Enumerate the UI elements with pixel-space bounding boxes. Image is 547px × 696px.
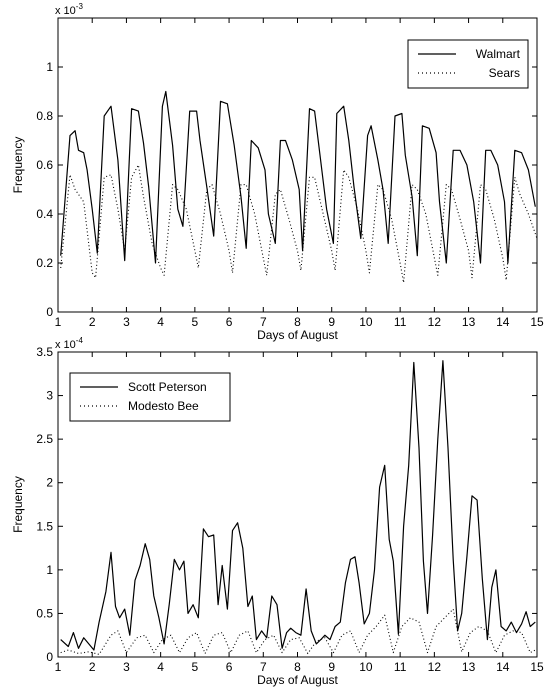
x-tick-label: 3 [123,660,130,674]
x-tick-label: 2 [89,315,96,329]
x-tick-label: 11 [394,315,407,329]
x-tick-label: 8 [294,315,301,329]
x-tick-label: 15 [530,660,544,674]
x-tick-label: 1 [55,660,62,674]
y-tick-label: 0 [46,305,53,319]
y-tick-label: 0.2 [36,256,53,270]
x-axis-label: Days of August [257,328,338,342]
x-tick-label: 11 [394,660,407,674]
legend-label-sears: Sears [489,66,520,80]
x-tick-label: 8 [294,660,301,674]
x-tick-label: 7 [260,315,267,329]
legend-box [407,39,529,89]
series-line-sears [60,164,537,284]
x-tick-label: 1 [55,315,62,329]
x-tick-label: 4 [157,660,164,674]
series-line-scott-peterson [60,360,536,651]
legend-label-modesto-bee: Modesto Bee [128,399,199,413]
y-multiplier-text: x 10 [55,5,76,17]
y-tick-label: 0.4 [36,207,53,221]
x-tick-label: 9 [328,315,335,329]
x-tick-label: 3 [123,315,130,329]
x-tick-label: 5 [192,660,199,674]
y-exponent-label: x 10-4 [55,336,83,351]
x-tick-label: 7 [260,660,267,674]
y-exponent-text: -3 [76,2,84,11]
y-tick-label: 0.8 [36,109,53,123]
x-tick-label: 14 [496,315,510,329]
y-tick-label: 0.6 [36,158,53,172]
y-axis-label: Frequency [11,137,25,194]
x-tick-label: 10 [359,660,373,674]
x-tick-label: 13 [462,660,476,674]
x-tick-label: 4 [157,315,164,329]
y-exponent-label: x 10-3 [55,2,83,17]
legend: Scott Peterson Modesto Bee [69,372,231,422]
legend: Walmart Sears [407,39,529,89]
y-multiplier-text: x 10 [55,339,76,351]
y-tick-label: 0 [46,650,53,664]
x-tick-label: 15 [530,315,544,329]
x-tick-label: 2 [89,660,96,674]
y-axis-label: Frequency [11,476,25,533]
x-axis-label: Days of August [257,673,338,687]
x-tick-label: 9 [328,660,335,674]
x-tick-label: 6 [226,315,233,329]
y-exponent-text: -4 [76,336,84,345]
x-tick-label: 13 [462,315,476,329]
y-tick-label: 1 [46,563,53,577]
legend-box [69,372,231,422]
legend-label-walmart: Walmart [476,47,521,61]
legend-label-scott-peterson: Scott Peterson [128,380,207,394]
y-tick-label: 2.5 [36,432,53,446]
x-tick-label: 5 [192,315,199,329]
series-line-walmart [60,90,536,264]
x-tick-label: 12 [428,315,442,329]
y-tick-label: 1 [46,60,53,74]
y-tick-label: 2 [46,476,53,490]
y-tick-label: 3.5 [36,345,53,359]
x-tick-label: 10 [359,315,373,329]
x-tick-label: 6 [226,660,233,674]
y-tick-label: 0.5 [36,606,53,620]
y-tick-label: 1.5 [36,519,53,533]
y-tick-label: 3 [46,389,53,403]
x-tick-label: 12 [428,660,442,674]
x-tick-label: 14 [496,660,510,674]
